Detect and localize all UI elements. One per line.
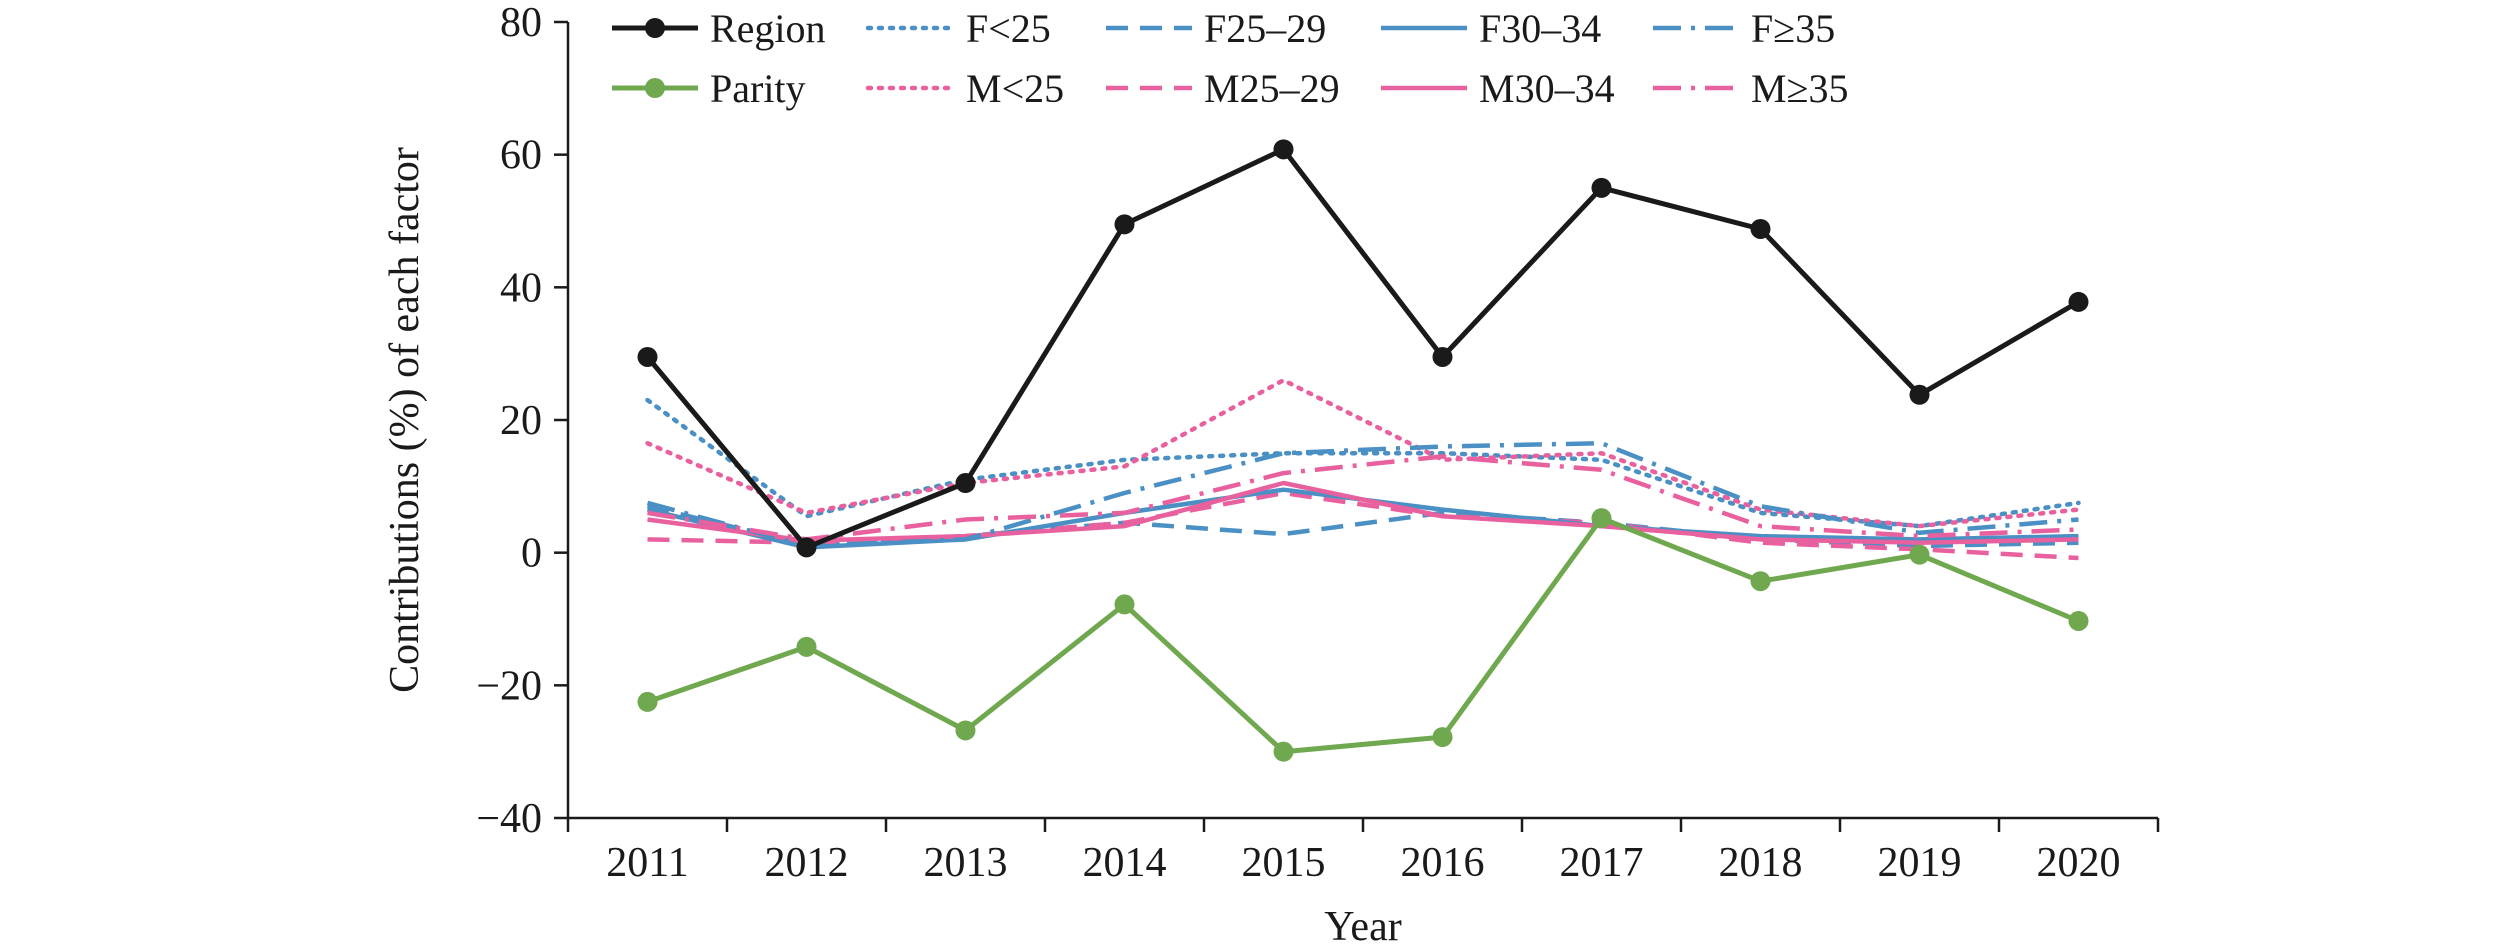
data-point — [2068, 291, 2089, 312]
data-point — [1432, 727, 1453, 748]
data-point — [1273, 741, 1294, 762]
legend-marker — [645, 18, 665, 38]
x-tick-label: 2014 — [1083, 840, 1167, 886]
data-point — [1114, 594, 1135, 615]
series-Parity — [637, 508, 2089, 762]
x-tick-label: 2015 — [1242, 840, 1326, 886]
y-tick-label: −40 — [476, 796, 542, 842]
legend-label: F≥35 — [1751, 6, 1835, 51]
x-tick-label: 2019 — [1878, 840, 1962, 886]
data-point — [1750, 571, 1771, 592]
legend-item: M<25 — [865, 66, 1064, 111]
legend-item: F25–29 — [1106, 6, 1326, 51]
data-point — [637, 346, 658, 367]
series-line — [647, 454, 2079, 542]
data-point — [1909, 384, 1930, 405]
series-line — [645, 397, 2081, 529]
series-M≥35 — [647, 454, 2079, 542]
legend-label: M25–29 — [1204, 66, 1340, 111]
series-F≥35 — [646, 440, 2079, 549]
series-line — [646, 440, 2079, 549]
series-M30–34 — [647, 480, 2079, 545]
legend-item: F30–34 — [1381, 6, 1601, 51]
series-F<25 — [645, 397, 2081, 529]
data-point — [955, 720, 976, 741]
legend-item: F<25 — [865, 6, 1051, 51]
legend-label: F<25 — [966, 6, 1051, 51]
data-point — [1432, 346, 1453, 367]
series-Region — [637, 139, 2089, 558]
y-tick-label: 40 — [500, 265, 542, 311]
legend-item: Parity — [612, 66, 806, 111]
legend-label: F30–34 — [1479, 6, 1601, 51]
legend-item: M30–34 — [1381, 66, 1615, 111]
data-point — [1591, 508, 1612, 529]
legend-label: M30–34 — [1479, 66, 1615, 111]
legend-item: Region — [612, 6, 826, 51]
legend-item: F≥35 — [1653, 6, 1835, 51]
data-point — [2068, 610, 2089, 631]
y-tick-label: −20 — [476, 663, 542, 709]
y-tick-label: 60 — [500, 133, 542, 179]
x-tick-label: 2012 — [765, 840, 849, 886]
series-line — [646, 515, 2080, 755]
data-point — [1750, 218, 1771, 239]
series-line — [645, 377, 2081, 529]
legend-label: Region — [710, 6, 826, 51]
y-axis-title: Contributions (%) of each factor — [382, 147, 428, 693]
legend-label: F25–29 — [1204, 6, 1326, 51]
legend-item: M25–29 — [1106, 66, 1340, 111]
axes: −40 −20 0 20 40 60 80 2011 2012 2013 2014 2015 2016 2… — [476, 0, 2160, 886]
legend-label: M≥35 — [1751, 66, 1849, 111]
series-layer — [637, 139, 2089, 762]
series-line — [647, 480, 2079, 545]
y-tick-label: 80 — [500, 0, 542, 46]
legend-label: Parity — [710, 66, 806, 111]
series-line — [645, 146, 2080, 550]
data-point — [1114, 214, 1135, 235]
data-point — [955, 473, 976, 494]
data-point — [796, 537, 817, 558]
legend: Region F<25 F25–29 F30–34 F≥35 Parity M<25 M25–… — [612, 6, 1849, 111]
y-tick-label: 20 — [500, 398, 542, 444]
data-point — [1909, 544, 1930, 565]
x-tick-label: 2017 — [1560, 840, 1644, 886]
legend-label: M<25 — [966, 66, 1064, 111]
data-point — [1273, 139, 1294, 160]
x-axis-title: Year — [1324, 904, 1401, 950]
x-tick-label: 2013 — [924, 840, 1008, 886]
legend-marker — [645, 78, 665, 98]
data-point — [637, 691, 658, 712]
y-tick-label: 0 — [521, 531, 542, 577]
x-tick-label: 2011 — [606, 840, 688, 886]
series-M<25 — [645, 377, 2081, 529]
x-tick-label: 2016 — [1401, 840, 1485, 886]
data-point — [796, 636, 817, 657]
x-tick-label: 2018 — [1719, 840, 1803, 886]
data-point — [1591, 177, 1612, 198]
x-tick-label: 2020 — [2037, 840, 2121, 886]
legend-item: M≥35 — [1653, 66, 1849, 111]
